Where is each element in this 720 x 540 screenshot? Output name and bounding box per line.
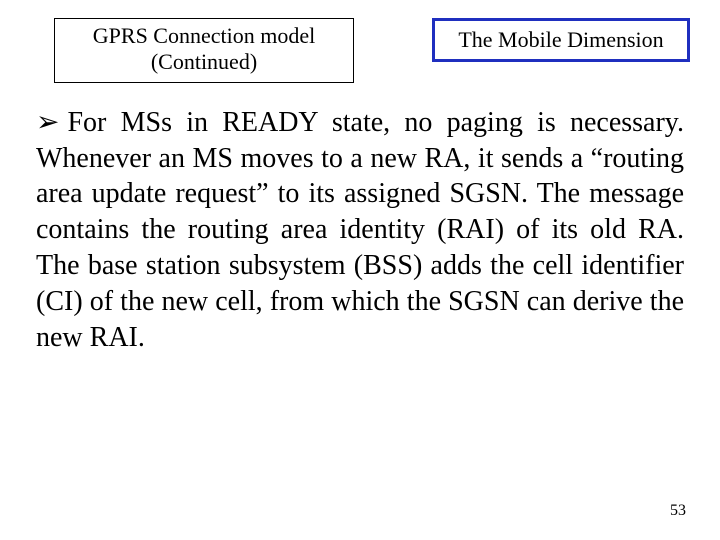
page-number: 53 [670,502,686,520]
title-box: GPRS Connection model (Continued) [54,18,354,83]
bullet-arrow-icon: ➢ [36,107,59,138]
header-row: GPRS Connection model (Continued) The Mo… [0,0,720,83]
body-paragraph: ➢For MSs in READY state, no paging is ne… [36,105,684,356]
title-line-2: (Continued) [69,49,339,75]
body-text: For MSs in READY state, no paging is nec… [36,107,684,353]
slide: GPRS Connection model (Continued) The Mo… [0,0,720,540]
title-line-1: GPRS Connection model [69,23,339,49]
body-area: ➢For MSs in READY state, no paging is ne… [0,83,720,356]
dimension-box: The Mobile Dimension [432,18,690,62]
